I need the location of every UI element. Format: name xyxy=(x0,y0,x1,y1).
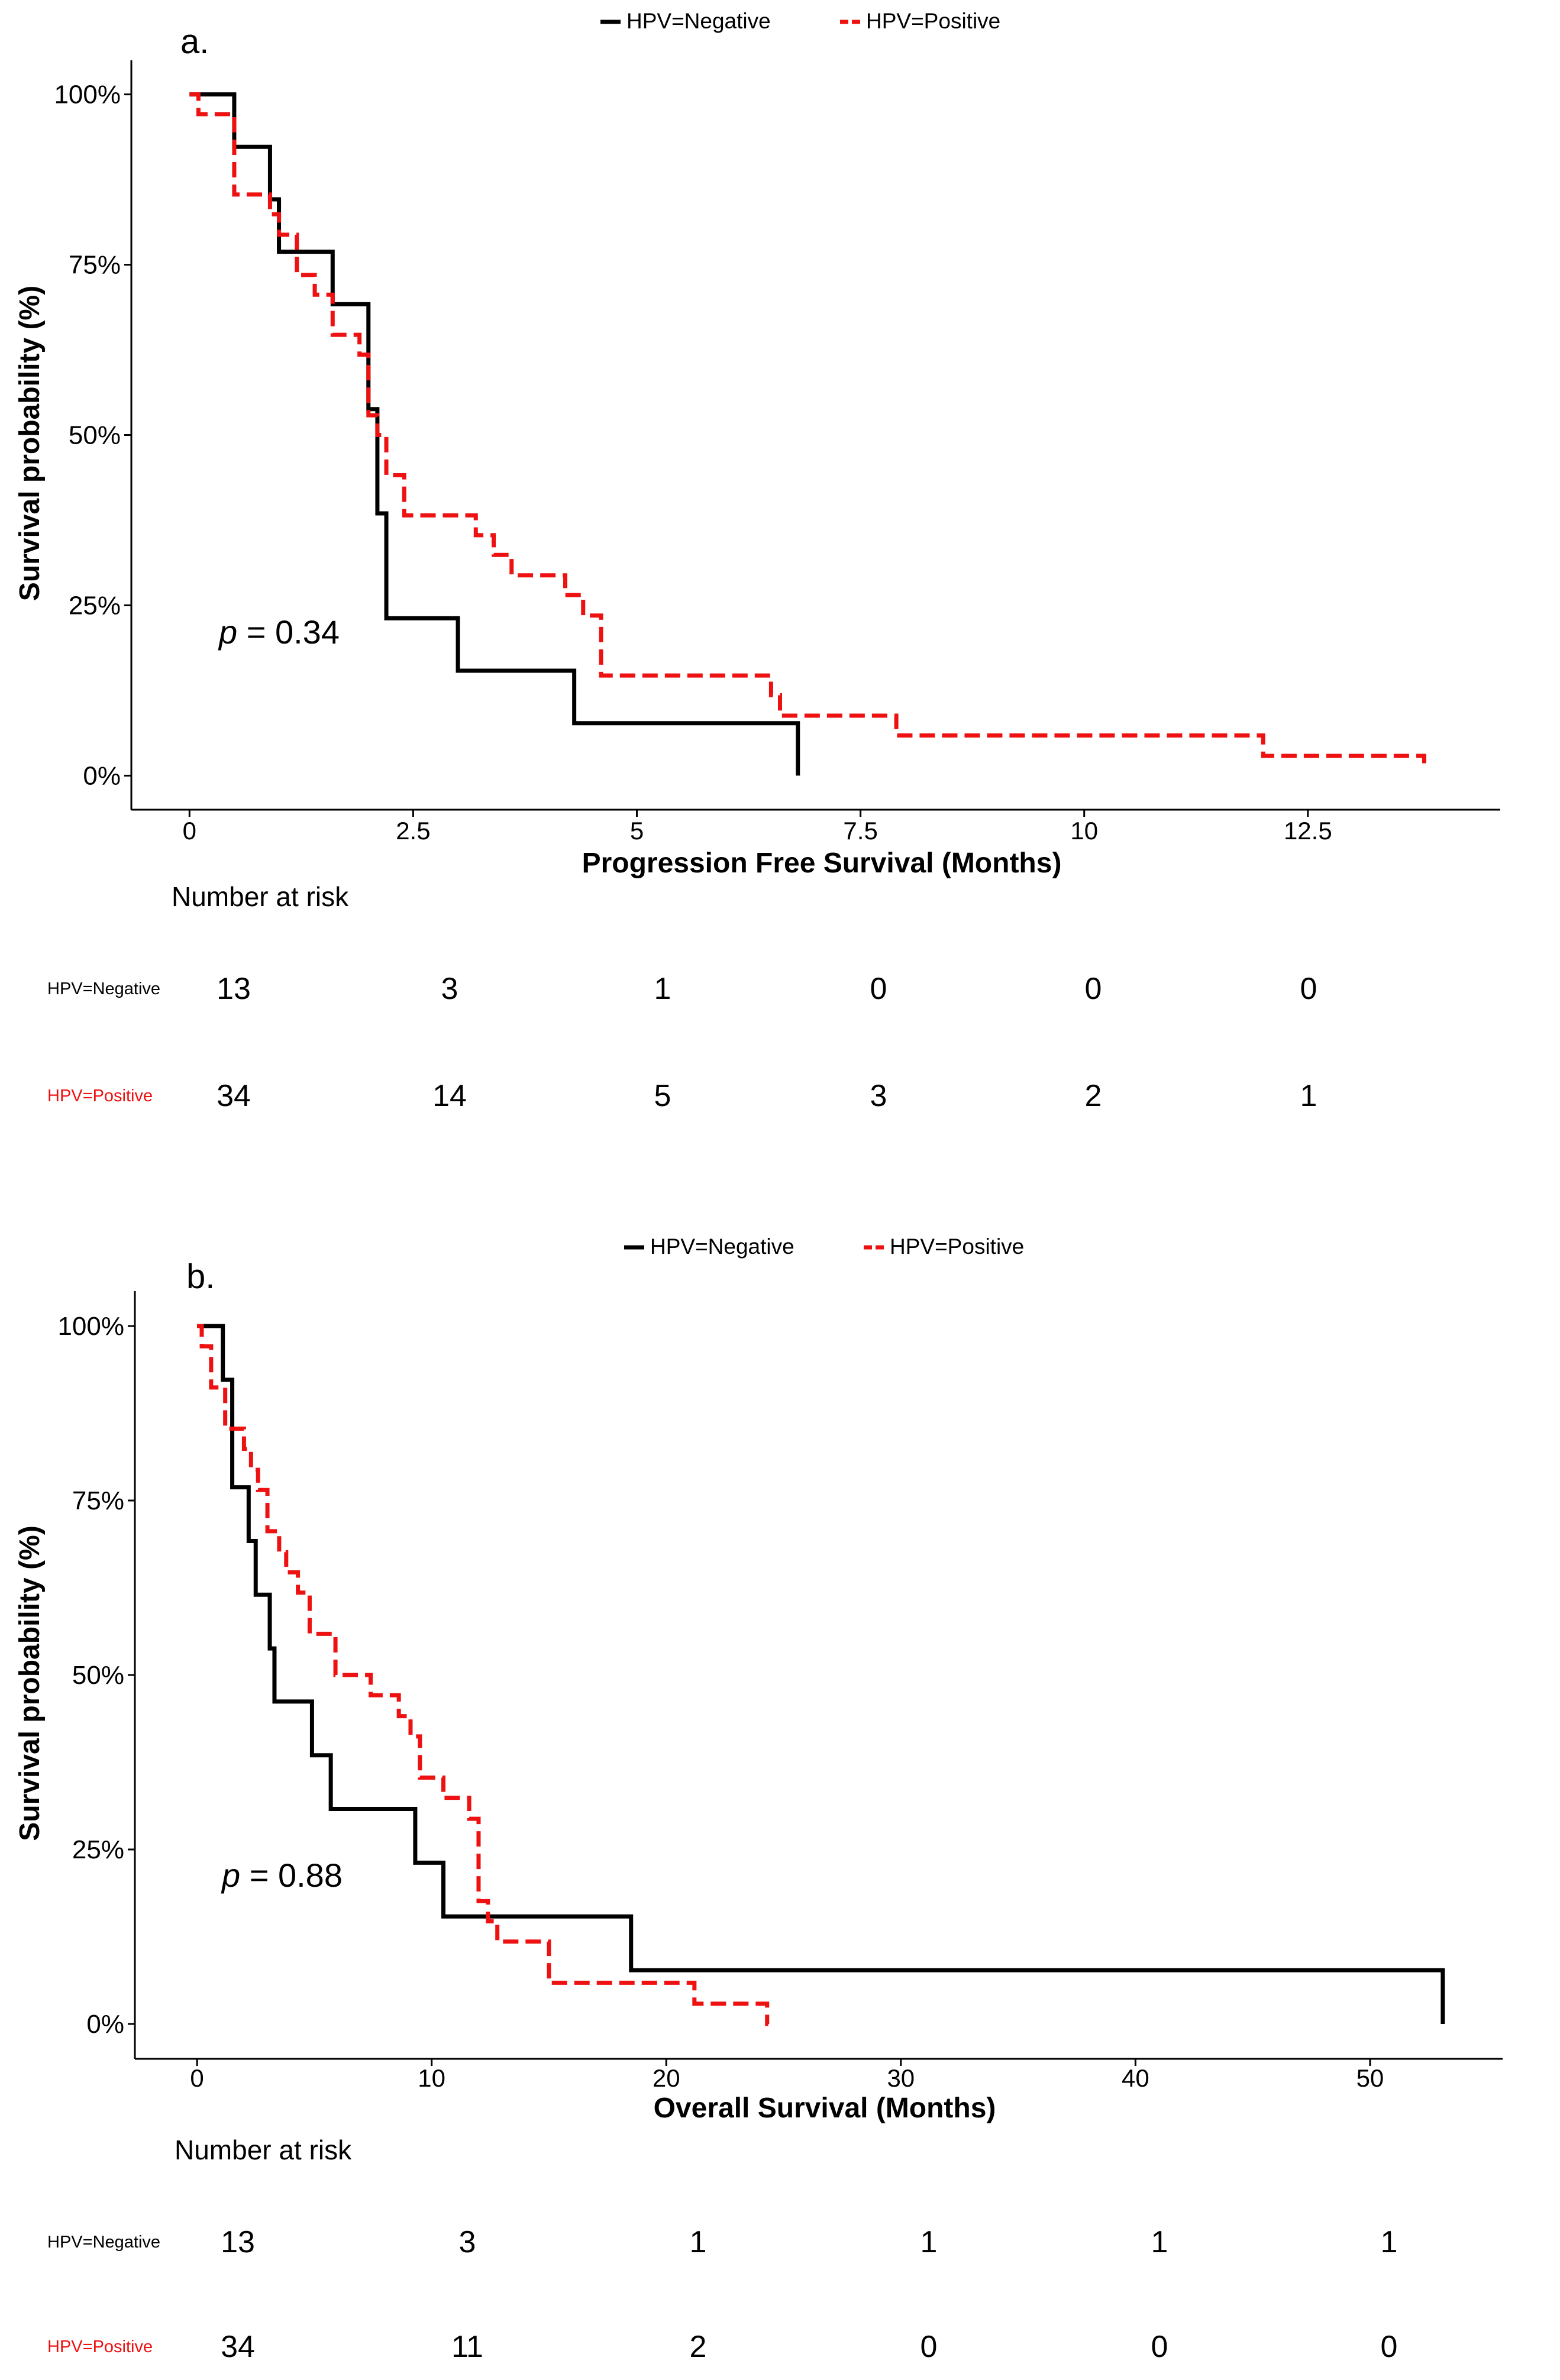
y-tick-label: 100% xyxy=(57,1312,124,1341)
legend-label: HPV=Negative xyxy=(626,9,771,33)
x-tick-label: 50 xyxy=(1356,2064,1384,2092)
y-axis-title: Survival probability (%) xyxy=(14,286,46,601)
risk-count: 13 xyxy=(221,2225,255,2259)
risk-count: 0 xyxy=(921,2330,938,2364)
risk-row-label: HPV=Positive xyxy=(47,2337,153,2356)
panel-label: b. xyxy=(186,1257,215,1296)
legend: HPV=Negative HPV=Positive xyxy=(624,1234,1024,1259)
legend-label: HPV=Positive xyxy=(890,1234,1024,1259)
x-tick-label: 0 xyxy=(183,817,196,845)
risk-count: 2 xyxy=(1085,1079,1102,1113)
risk-count: 1 xyxy=(1300,1079,1317,1113)
x-axis-title: Overall Survival (Months) xyxy=(654,2093,996,2124)
y-tick-label: 25% xyxy=(72,1835,124,1864)
y-tick-label: 100% xyxy=(54,80,121,109)
x-tick-label: 10 xyxy=(418,2064,445,2092)
legend-item: HPV=Negative xyxy=(600,9,771,33)
legend-item: HPV=Negative xyxy=(624,1234,794,1259)
x-tick-label: 0 xyxy=(190,2064,204,2092)
risk-table-title: Number at risk xyxy=(172,881,349,912)
risk-count: 0 xyxy=(870,972,887,1006)
y-tick-label: 25% xyxy=(69,591,121,620)
risk-count: 1 xyxy=(1151,2225,1168,2259)
x-tick-label: 10 xyxy=(1070,817,1098,845)
risk-count: 0 xyxy=(1381,2330,1398,2364)
p-value-annotation: p = 0.34 xyxy=(218,613,340,651)
y-tick-label: 0% xyxy=(86,2010,124,2039)
legend: HPV=Negative HPV=Positive xyxy=(600,9,1000,33)
risk-count: 3 xyxy=(870,1079,887,1113)
risk-count: 0 xyxy=(1300,972,1317,1006)
x-tick-label: 7.5 xyxy=(843,817,877,845)
risk-count: 14 xyxy=(432,1079,467,1113)
x-axis-title: Progression Free Survival (Months) xyxy=(582,848,1062,879)
risk-count: 1 xyxy=(654,972,671,1006)
y-tick-label: 75% xyxy=(72,1486,124,1515)
risk-count: 34 xyxy=(221,2330,255,2364)
series-line-hpv-negative xyxy=(189,92,800,776)
series-line-hpv-positive xyxy=(189,92,1426,768)
risk-count: 34 xyxy=(217,1079,251,1113)
series-line-hpv-positive xyxy=(197,1324,770,2026)
risk-count: 3 xyxy=(441,972,458,1006)
y-tick-label: 75% xyxy=(69,251,121,280)
risk-count: 1 xyxy=(1381,2225,1398,2259)
risk-row-label: HPV=Negative xyxy=(47,979,160,998)
p-value-annotation: p = 0.88 xyxy=(221,1857,343,1894)
legend-label: HPV=Positive xyxy=(866,9,1000,33)
y-tick-label: 50% xyxy=(69,421,121,450)
x-tick-label: 20 xyxy=(653,2064,680,2092)
risk-count: 13 xyxy=(217,972,251,1006)
x-tick-label: 12.5 xyxy=(1284,817,1332,845)
legend-label: HPV=Negative xyxy=(650,1234,794,1259)
x-tick-label: 5 xyxy=(630,817,644,845)
chart-panel-b: b.HPV=Negative HPV=Positive0%25%50%75%100… xyxy=(14,1234,1503,2364)
risk-count: 3 xyxy=(459,2225,476,2259)
y-axis-title: Survival probability (%) xyxy=(14,1525,46,1841)
x-tick-label: 30 xyxy=(887,2064,915,2092)
legend-item: HPV=Positive xyxy=(840,9,1000,33)
x-tick-label: 2.5 xyxy=(396,817,430,845)
risk-row-label: HPV=Positive xyxy=(47,1086,153,1105)
x-tick-label: 40 xyxy=(1122,2064,1149,2092)
risk-count: 1 xyxy=(690,2225,707,2259)
risk-count: 5 xyxy=(654,1079,671,1113)
y-tick-label: 50% xyxy=(72,1661,124,1690)
legend-item: HPV=Positive xyxy=(864,1234,1024,1259)
risk-row-label: HPV=Negative xyxy=(47,2233,160,2252)
series-line-hpv-negative xyxy=(197,1324,1445,2024)
panel-label: a. xyxy=(180,22,209,61)
risk-table-title: Number at risk xyxy=(175,2135,352,2165)
risk-count: 2 xyxy=(690,2330,707,2364)
risk-count: 1 xyxy=(921,2225,938,2259)
risk-count: 11 xyxy=(451,2330,483,2364)
chart-panel-a: a.HPV=Negative HPV=Positive0%25%50%75%100… xyxy=(14,9,1500,1113)
risk-count: 0 xyxy=(1085,972,1102,1006)
y-tick-label: 0% xyxy=(83,761,121,790)
risk-count: 0 xyxy=(1151,2330,1168,2364)
